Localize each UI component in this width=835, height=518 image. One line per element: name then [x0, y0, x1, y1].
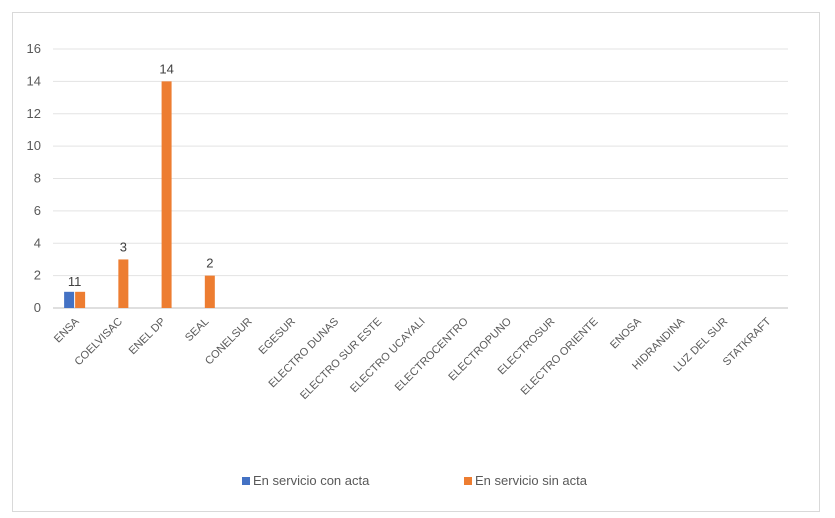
category-label: EGESUR	[257, 316, 298, 357]
category-label: SEAL	[183, 316, 211, 344]
category-label: CONELSUR	[203, 316, 255, 368]
category-label: ENOSA	[608, 315, 644, 351]
y-tick-label: 0	[34, 300, 41, 315]
category-label: ELECTRO UCAYALI	[348, 316, 428, 396]
y-tick-label: 10	[27, 138, 41, 153]
data-label: 14	[159, 61, 173, 76]
data-label: 11	[68, 274, 82, 289]
bar	[75, 291, 86, 308]
bars	[64, 81, 215, 308]
y-tick-label: 2	[34, 268, 41, 283]
data-labels: 11 3 14 2	[68, 61, 214, 288]
y-axis-ticks: 0 2 4 6 8 10 12 14 16	[27, 41, 41, 315]
chart-frame: 0 2 4 6 8 10 12 14 16 11 3 14 2 ENSA COELVISAC ENEL D…	[12, 12, 820, 512]
bar	[204, 275, 215, 308]
legend-label: En servicio con acta	[253, 473, 370, 488]
gridlines	[53, 48, 788, 309]
category-label: ELECTROCENTRO	[393, 315, 471, 393]
category-label: ENSA	[52, 315, 82, 345]
y-tick-label: 12	[27, 106, 41, 121]
y-tick-label: 4	[34, 235, 41, 250]
y-tick-label: 8	[34, 171, 41, 186]
category-label: ELECTRO SUR ESTE	[298, 316, 384, 402]
data-label: 3	[120, 239, 127, 254]
legend-label: En servicio sin acta	[475, 473, 588, 488]
y-tick-label: 14	[27, 73, 41, 88]
y-tick-label: 16	[27, 41, 41, 56]
y-tick-label: 6	[34, 203, 41, 218]
legend-swatch	[242, 477, 250, 485]
bar	[161, 81, 172, 308]
legend-swatch	[464, 477, 472, 485]
category-label: ENEL DP	[127, 316, 168, 357]
data-label: 2	[206, 256, 213, 271]
bar	[118, 259, 129, 308]
legend: En servicio con acta En servicio sin acta	[242, 473, 588, 488]
category-label: ELECTRO ORIENTE	[519, 316, 601, 398]
bar	[64, 291, 75, 308]
